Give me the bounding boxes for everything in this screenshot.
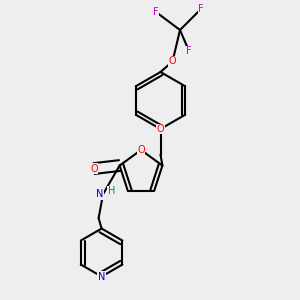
Text: F: F	[153, 7, 159, 17]
Text: F: F	[198, 4, 204, 14]
Text: O: O	[90, 164, 98, 173]
Text: F: F	[186, 46, 192, 56]
Text: O: O	[137, 145, 145, 155]
Text: H: H	[108, 186, 115, 196]
Text: N: N	[98, 272, 105, 281]
Text: O: O	[157, 124, 164, 134]
Text: O: O	[169, 56, 176, 67]
Text: N: N	[96, 189, 104, 199]
